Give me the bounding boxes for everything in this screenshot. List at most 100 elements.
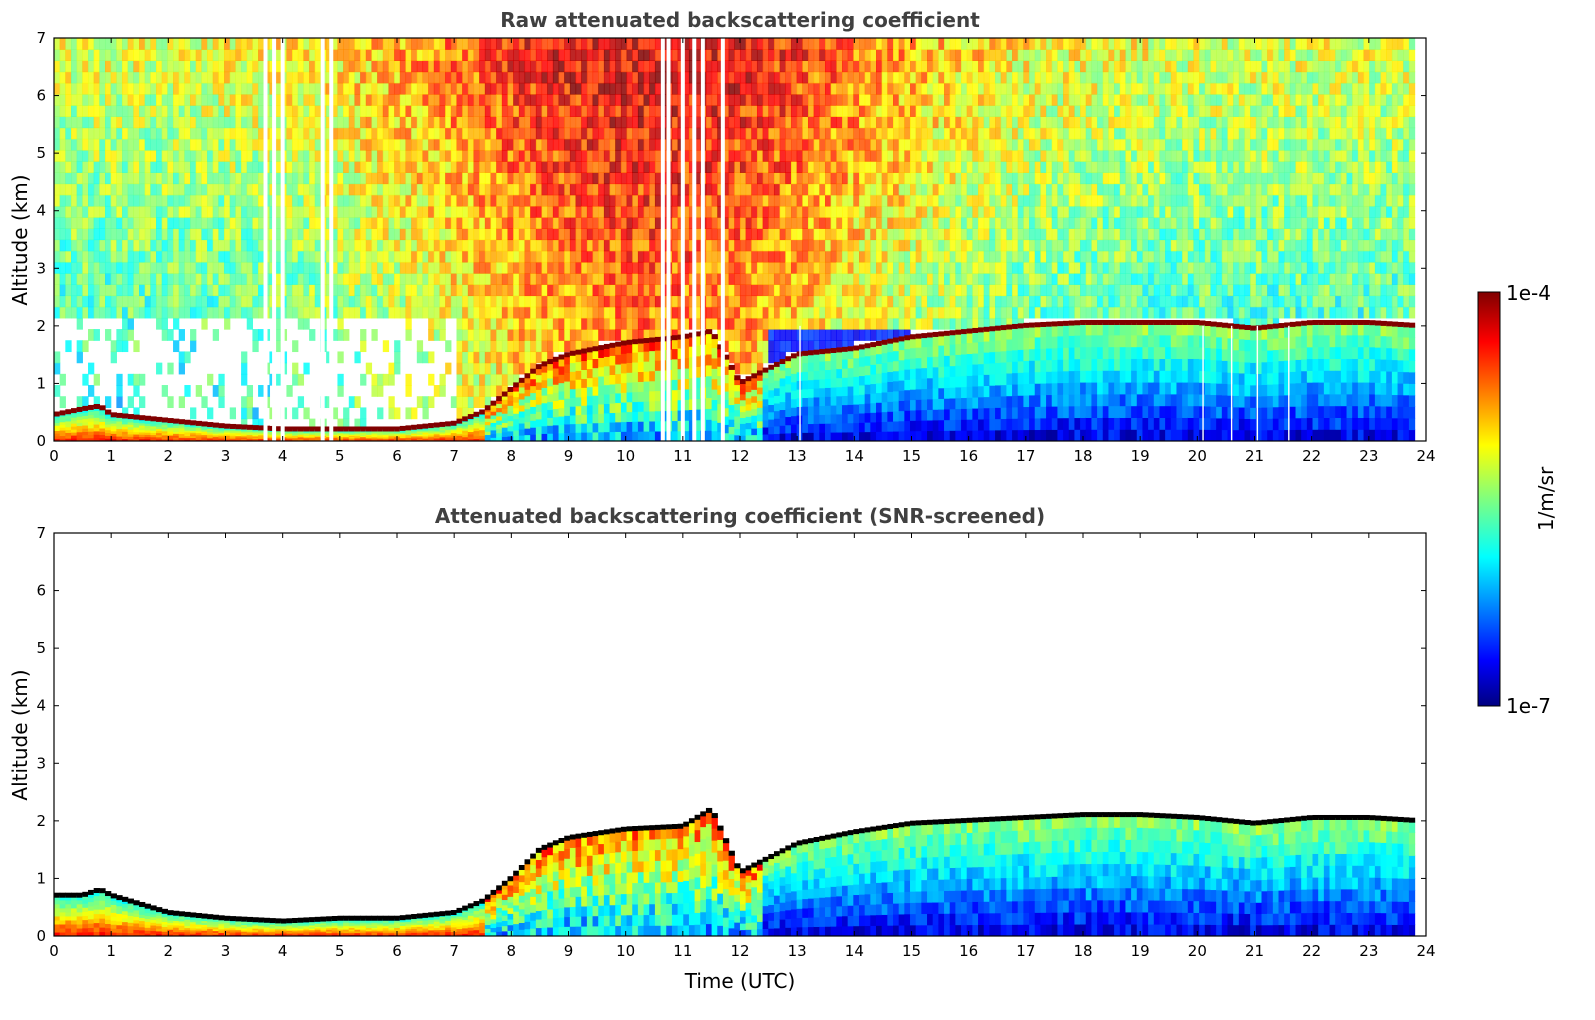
- backscatter-cell: [609, 116, 616, 129]
- backscatter-cell: [422, 183, 429, 196]
- backscatter-cell: [428, 329, 435, 341]
- backscatter-cell: [275, 239, 282, 252]
- backscatter-cell: [484, 205, 492, 218]
- backscatter-cell: [898, 38, 905, 50]
- backscatter-cell: [286, 284, 293, 297]
- backscatter-cell: [830, 172, 837, 185]
- backscatter-cell: [632, 116, 639, 129]
- backscatter-cell: [586, 239, 594, 252]
- backscatter-cell: [768, 161, 775, 173]
- backscatter-cell: [728, 149, 735, 162]
- backscatter-cell: [133, 373, 140, 386]
- backscatter-cell: [773, 127, 781, 140]
- backscatter-cell: [864, 261, 871, 274]
- backscatter-cell: [490, 116, 497, 129]
- backscatter-cell: [949, 194, 956, 207]
- backscatter-cell: [428, 306, 435, 319]
- backscatter-cell: [467, 149, 475, 162]
- backscatter-cell: [127, 261, 134, 274]
- backscatter-cell: [190, 38, 197, 50]
- backscatter-cell: [218, 60, 225, 73]
- backscatter-cell: [484, 295, 492, 308]
- backscatter-cell: [989, 82, 996, 95]
- backscatter-cell: [1000, 172, 1007, 185]
- backscatter-cell: [337, 205, 344, 218]
- backscatter-cell: [246, 93, 254, 106]
- backscatter-cell: [161, 127, 168, 140]
- backscatter-cell: [484, 82, 492, 95]
- backscatter-cell: [598, 295, 605, 308]
- backscatter-cell: [1017, 217, 1025, 229]
- backscatter-cell: [241, 127, 248, 140]
- backscatter-cell: [1023, 93, 1030, 106]
- backscatter-cell: [405, 93, 412, 106]
- backscatter-cell: [382, 373, 390, 386]
- backscatter-cell: [961, 138, 968, 151]
- backscatter-cell: [1068, 71, 1076, 84]
- backscatter-cell: [127, 60, 134, 73]
- backscatter-cell: [677, 295, 684, 308]
- backscatter-cell: [705, 116, 713, 129]
- backscatter-cell: [422, 49, 429, 61]
- backscatter-cell: [1063, 49, 1070, 61]
- backscatter-cell: [569, 261, 577, 274]
- backscatter-cell: [1068, 172, 1076, 185]
- backscatter-cell: [722, 49, 730, 61]
- backscatter-cell: [490, 105, 497, 117]
- backscatter-cell: [819, 161, 826, 173]
- backscatter-cell: [1029, 273, 1036, 285]
- backscatter-cell: [620, 194, 628, 207]
- backscatter-cell: [473, 161, 480, 173]
- backscatter-cell: [995, 239, 1002, 252]
- backscatter-cell: [734, 217, 741, 229]
- backscatter-cell: [224, 295, 231, 308]
- backscatter-cell: [790, 127, 798, 140]
- backscatter-cell: [139, 149, 146, 162]
- backscatter-cell: [1068, 284, 1076, 297]
- backscatter-cell: [836, 228, 843, 241]
- backscatter-cell: [739, 149, 747, 162]
- backscatter-cell: [99, 273, 106, 285]
- backscatter-cell: [1040, 49, 1047, 61]
- backscatter-cell: [144, 82, 151, 95]
- backscatter-cell: [1017, 194, 1025, 207]
- backscatter-cell: [1012, 127, 1019, 140]
- backscatter-cell: [173, 217, 180, 229]
- backscatter-cell: [337, 373, 344, 386]
- backscatter-cell: [853, 161, 860, 173]
- backscatter-cell: [195, 295, 202, 308]
- backscatter-cell: [756, 93, 764, 106]
- backscatter-cell: [490, 250, 497, 263]
- backscatter-cell: [802, 261, 809, 274]
- backscatter-cell: [76, 317, 83, 330]
- backscatter-cell: [688, 82, 696, 95]
- backscatter-cell: [1057, 161, 1064, 173]
- backscatter-cell: [513, 284, 520, 297]
- backscatter-cell: [235, 194, 242, 207]
- backscatter-cell: [615, 93, 622, 106]
- backscatter-cell: [643, 228, 650, 241]
- backscatter-cell: [127, 306, 134, 319]
- backscatter-cell: [569, 329, 577, 341]
- backscatter-cell: [314, 105, 322, 117]
- backscatter-cell: [467, 49, 475, 61]
- backscatter-cell: [1040, 261, 1047, 274]
- backscatter-cell: [59, 261, 66, 274]
- backscatter-cell: [405, 49, 412, 61]
- backscatter-cell: [439, 172, 446, 185]
- backscatter-cell: [683, 71, 690, 84]
- backscatter-cell: [745, 116, 752, 129]
- backscatter-cell: [150, 49, 157, 61]
- backscatter-cell: [762, 183, 769, 196]
- backscatter-cell: [654, 138, 662, 151]
- backscatter-cell: [768, 93, 775, 106]
- backscatter-cell: [456, 306, 463, 319]
- backscatter-cell: [252, 105, 259, 117]
- backscatter-cell: [961, 82, 968, 95]
- backscatter-cell: [127, 49, 134, 61]
- backscatter-cell: [581, 284, 588, 297]
- backscatter-cell: [462, 407, 469, 420]
- backscatter-cell: [756, 317, 764, 330]
- backscatter-cell: [161, 273, 168, 285]
- backscatter-cell: [643, 239, 650, 252]
